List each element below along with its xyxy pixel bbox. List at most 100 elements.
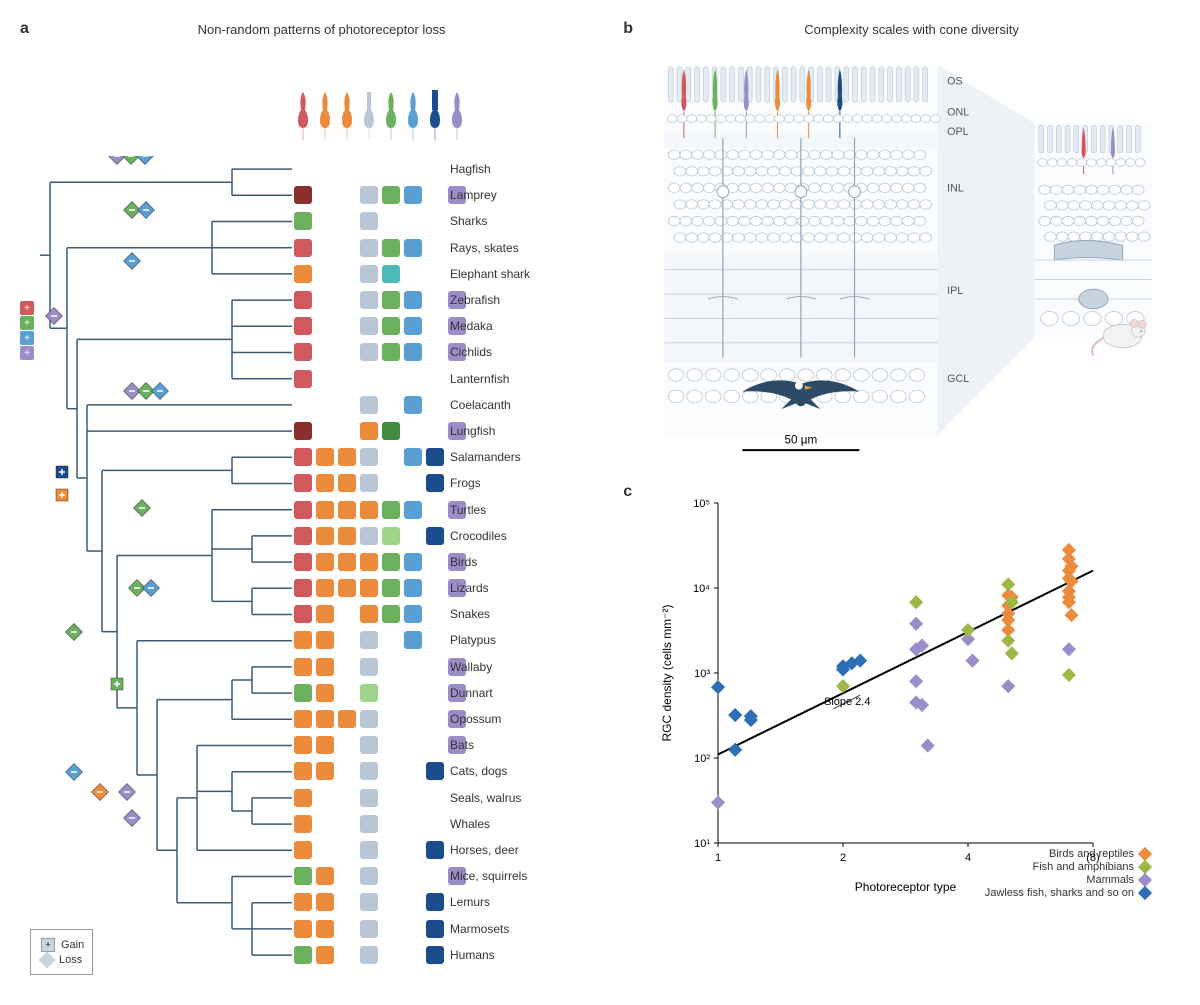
matrix-cell xyxy=(382,527,400,545)
figure-container: a Non-random patterns of photoreceptor l… xyxy=(20,20,1180,985)
matrix-cell xyxy=(338,579,356,597)
species-label: Marmosets xyxy=(450,915,530,941)
matrix-cell xyxy=(382,212,400,230)
matrix-cell xyxy=(360,553,378,571)
matrix-cell xyxy=(426,501,444,519)
matrix-cell xyxy=(338,658,356,676)
matrix-cell xyxy=(294,605,312,623)
matrix-cell xyxy=(382,370,400,388)
matrix-cell xyxy=(360,474,378,492)
matrix-cell xyxy=(316,317,334,335)
species-label: Turtles xyxy=(450,496,530,522)
matrix-cell xyxy=(426,893,444,911)
svg-text:OPL: OPL xyxy=(947,126,968,138)
matrix-cell xyxy=(360,527,378,545)
matrix-cell xyxy=(338,474,356,492)
matrix-row xyxy=(292,732,468,758)
matrix-cell xyxy=(426,736,444,754)
matrix-row xyxy=(292,182,468,208)
matrix-cell xyxy=(338,867,356,885)
matrix-cell xyxy=(382,946,400,964)
cone-column-4 xyxy=(380,90,402,140)
matrix-cell xyxy=(360,841,378,859)
svg-text:10³: 10³ xyxy=(694,668,710,680)
matrix-row xyxy=(292,837,468,863)
matrix-cell xyxy=(382,317,400,335)
svg-text:Photoreceptor type: Photoreceptor type xyxy=(855,880,957,894)
species-label: Horses, deer xyxy=(450,837,530,863)
matrix-cell xyxy=(404,553,422,571)
matrix-cell xyxy=(338,317,356,335)
legend-loss-label: Loss xyxy=(59,954,82,966)
svg-text:10⁵: 10⁵ xyxy=(693,498,710,510)
matrix-row xyxy=(292,889,468,915)
matrix-cell xyxy=(404,920,422,938)
matrix-cell xyxy=(338,762,356,780)
svg-text:2: 2 xyxy=(840,852,846,864)
species-label: Cats, dogs xyxy=(450,758,530,784)
matrix-cell xyxy=(294,422,312,440)
matrix-cell xyxy=(426,448,444,466)
legend-gain-label: Gain xyxy=(61,939,84,951)
matrix-cell xyxy=(382,579,400,597)
cone-column-2 xyxy=(336,90,358,140)
matrix-cell xyxy=(426,265,444,283)
matrix-cell xyxy=(316,736,334,754)
matrix-cell xyxy=(294,841,312,859)
matrix-cell xyxy=(404,343,422,361)
matrix-row xyxy=(292,680,468,706)
matrix-cell xyxy=(382,448,400,466)
matrix-cell xyxy=(382,867,400,885)
matrix-row xyxy=(292,758,468,784)
species-label: Whales xyxy=(450,811,530,837)
svg-text:ONL: ONL xyxy=(947,107,969,119)
matrix-cell xyxy=(360,736,378,754)
matrix-cell xyxy=(404,212,422,230)
panel-c: c 10¹10²10³10⁴10⁵124(8)Photoreceptor typ… xyxy=(623,483,1180,985)
matrix-cell xyxy=(360,501,378,519)
matrix-cell xyxy=(426,946,444,964)
matrix-cell xyxy=(338,212,356,230)
matrix-row xyxy=(292,601,468,627)
panel-c-label: c xyxy=(623,483,632,501)
matrix-cell xyxy=(404,762,422,780)
matrix-cell xyxy=(404,710,422,728)
svg-text:1: 1 xyxy=(715,852,721,864)
matrix-cell xyxy=(360,658,378,676)
matrix-cell xyxy=(316,343,334,361)
matrix-cell xyxy=(426,553,444,571)
matrix-cell xyxy=(426,291,444,309)
matrix-cell xyxy=(294,920,312,938)
svg-text:GCL: GCL xyxy=(947,373,969,385)
matrix-cell xyxy=(294,762,312,780)
species-label: Medaka xyxy=(450,313,530,339)
species-label: Hagfish xyxy=(450,156,530,182)
matrix-cell xyxy=(294,658,312,676)
matrix-cell xyxy=(294,893,312,911)
matrix-row xyxy=(292,496,468,522)
species-label: Elephant shark xyxy=(450,261,530,287)
matrix-cell xyxy=(338,422,356,440)
matrix-cell xyxy=(426,579,444,597)
species-label: Frogs xyxy=(450,470,530,496)
matrix-cell xyxy=(426,631,444,649)
svg-text:10⁴: 10⁴ xyxy=(693,583,710,595)
panel-b-label: b xyxy=(623,20,633,37)
legend-row: Birds and reptiles xyxy=(985,848,1150,860)
matrix-row xyxy=(292,366,468,392)
matrix-cell xyxy=(360,396,378,414)
matrix-cell xyxy=(404,684,422,702)
species-label: Opossum xyxy=(450,706,530,732)
matrix-cell xyxy=(382,186,400,204)
matrix-cell xyxy=(316,501,334,519)
legend-gain: + Gain xyxy=(39,938,84,952)
loss-icon xyxy=(39,952,56,969)
matrix-cell xyxy=(316,631,334,649)
matrix-row xyxy=(292,863,468,889)
matrix-cell xyxy=(294,631,312,649)
matrix-cell xyxy=(360,160,378,178)
matrix-cell xyxy=(316,762,334,780)
matrix-cell xyxy=(426,658,444,676)
matrix-cell xyxy=(382,920,400,938)
matrix-cell xyxy=(382,736,400,754)
